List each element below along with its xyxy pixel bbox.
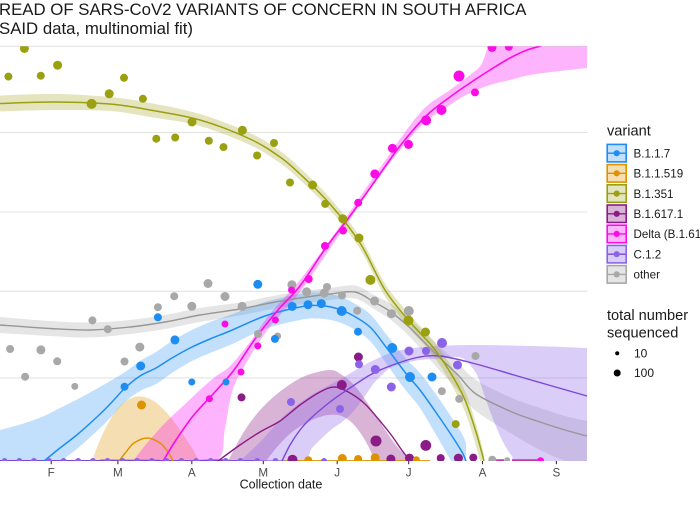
svg-text:sequenced: sequenced xyxy=(607,325,678,341)
svg-text:100: 100 xyxy=(634,366,654,380)
svg-text:B.1.1.7: B.1.1.7 xyxy=(634,147,671,160)
svg-text:SAID data, multinomial fit): SAID data, multinomial fit) xyxy=(0,19,193,38)
svg-text:READ OF SARS-CoV2 VARIANTS OF: READ OF SARS-CoV2 VARIANTS OF CONCERN IN… xyxy=(0,0,527,19)
svg-text:M: M xyxy=(113,466,123,479)
svg-text:variant: variant xyxy=(607,124,651,140)
svg-text:A: A xyxy=(188,466,196,479)
svg-text:S: S xyxy=(553,466,561,479)
svg-text:Delta (B.1.617.2): Delta (B.1.617.2) xyxy=(634,228,700,241)
svg-text:C.1.2: C.1.2 xyxy=(634,248,662,261)
svg-text:F: F xyxy=(48,466,55,479)
svg-text:total number: total number xyxy=(607,308,688,324)
svg-text:B.1.1.519: B.1.1.519 xyxy=(634,168,684,181)
svg-text:J: J xyxy=(406,466,412,479)
svg-text:J: J xyxy=(334,466,340,479)
svg-text:other: other xyxy=(634,269,661,282)
svg-text:B.1.617.1: B.1.617.1 xyxy=(634,208,684,221)
svg-text:Collection date: Collection date xyxy=(240,478,323,492)
svg-text:10: 10 xyxy=(634,346,648,360)
svg-text:A: A xyxy=(479,466,487,479)
svg-text:B.1.351: B.1.351 xyxy=(634,188,674,201)
